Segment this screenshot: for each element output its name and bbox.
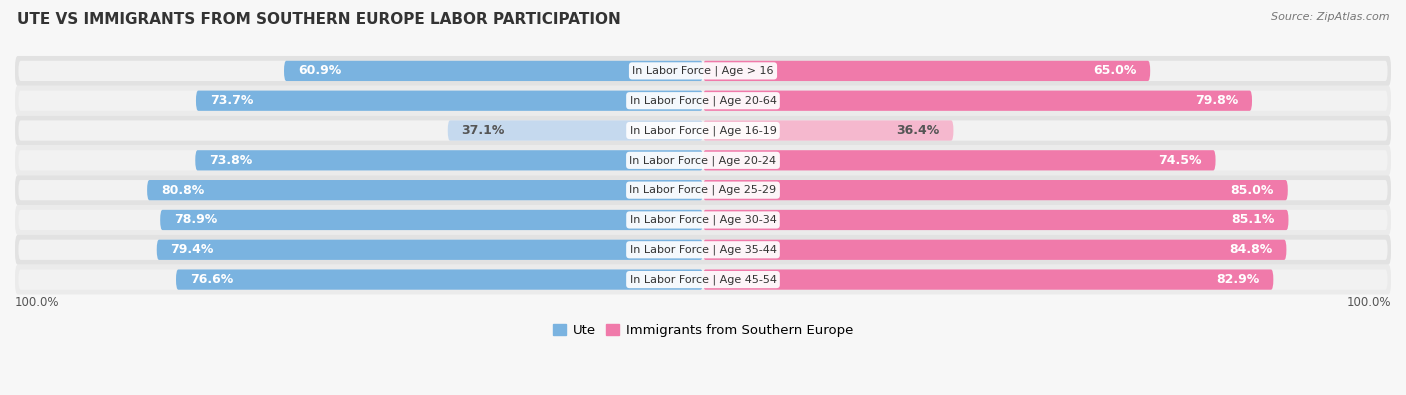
FancyBboxPatch shape xyxy=(15,265,1391,295)
FancyBboxPatch shape xyxy=(703,210,1288,230)
Text: UTE VS IMMIGRANTS FROM SOUTHERN EUROPE LABOR PARTICIPATION: UTE VS IMMIGRANTS FROM SOUTHERN EUROPE L… xyxy=(17,12,620,27)
Text: 79.4%: 79.4% xyxy=(170,243,214,256)
Text: 84.8%: 84.8% xyxy=(1229,243,1272,256)
FancyBboxPatch shape xyxy=(195,90,703,111)
Text: In Labor Force | Age 35-44: In Labor Force | Age 35-44 xyxy=(630,245,776,255)
FancyBboxPatch shape xyxy=(18,61,1388,81)
FancyBboxPatch shape xyxy=(703,120,953,141)
Text: 78.9%: 78.9% xyxy=(174,213,217,226)
Text: In Labor Force | Age 20-64: In Labor Force | Age 20-64 xyxy=(630,96,776,106)
FancyBboxPatch shape xyxy=(15,145,1391,175)
FancyBboxPatch shape xyxy=(18,180,1388,200)
Text: 76.6%: 76.6% xyxy=(190,273,233,286)
Text: 82.9%: 82.9% xyxy=(1216,273,1260,286)
Text: 73.7%: 73.7% xyxy=(209,94,253,107)
Text: 37.1%: 37.1% xyxy=(461,124,505,137)
Text: In Labor Force | Age 20-24: In Labor Force | Age 20-24 xyxy=(630,155,776,166)
FancyBboxPatch shape xyxy=(447,120,703,141)
FancyBboxPatch shape xyxy=(703,61,1150,81)
FancyBboxPatch shape xyxy=(15,175,1391,205)
FancyBboxPatch shape xyxy=(703,180,1288,200)
FancyBboxPatch shape xyxy=(703,240,1286,260)
FancyBboxPatch shape xyxy=(18,240,1388,260)
FancyBboxPatch shape xyxy=(18,269,1388,290)
FancyBboxPatch shape xyxy=(18,90,1388,111)
FancyBboxPatch shape xyxy=(703,269,1274,290)
FancyBboxPatch shape xyxy=(15,116,1391,145)
FancyBboxPatch shape xyxy=(15,86,1391,116)
Text: 85.1%: 85.1% xyxy=(1232,213,1275,226)
FancyBboxPatch shape xyxy=(18,210,1388,230)
Text: 73.8%: 73.8% xyxy=(209,154,252,167)
Text: 80.8%: 80.8% xyxy=(160,184,204,197)
FancyBboxPatch shape xyxy=(156,240,703,260)
Text: 65.0%: 65.0% xyxy=(1092,64,1136,77)
FancyBboxPatch shape xyxy=(18,120,1388,141)
Text: Source: ZipAtlas.com: Source: ZipAtlas.com xyxy=(1271,12,1389,22)
Text: 100.0%: 100.0% xyxy=(15,296,59,309)
Text: 85.0%: 85.0% xyxy=(1230,184,1274,197)
FancyBboxPatch shape xyxy=(703,90,1251,111)
Text: In Labor Force | Age 45-54: In Labor Force | Age 45-54 xyxy=(630,275,776,285)
FancyBboxPatch shape xyxy=(284,61,703,81)
FancyBboxPatch shape xyxy=(195,150,703,171)
FancyBboxPatch shape xyxy=(18,150,1388,171)
Text: In Labor Force | Age 25-29: In Labor Force | Age 25-29 xyxy=(630,185,776,196)
Text: In Labor Force | Age > 16: In Labor Force | Age > 16 xyxy=(633,66,773,76)
FancyBboxPatch shape xyxy=(160,210,703,230)
Text: 36.4%: 36.4% xyxy=(897,124,939,137)
Text: 74.5%: 74.5% xyxy=(1159,154,1202,167)
Text: 100.0%: 100.0% xyxy=(1347,296,1391,309)
FancyBboxPatch shape xyxy=(176,269,703,290)
FancyBboxPatch shape xyxy=(15,235,1391,265)
Text: 60.9%: 60.9% xyxy=(298,64,342,77)
FancyBboxPatch shape xyxy=(15,56,1391,86)
FancyBboxPatch shape xyxy=(148,180,703,200)
FancyBboxPatch shape xyxy=(703,150,1216,171)
Text: 79.8%: 79.8% xyxy=(1195,94,1239,107)
Text: In Labor Force | Age 16-19: In Labor Force | Age 16-19 xyxy=(630,125,776,136)
FancyBboxPatch shape xyxy=(15,205,1391,235)
Text: In Labor Force | Age 30-34: In Labor Force | Age 30-34 xyxy=(630,215,776,225)
Legend: Ute, Immigrants from Southern Europe: Ute, Immigrants from Southern Europe xyxy=(547,319,859,342)
